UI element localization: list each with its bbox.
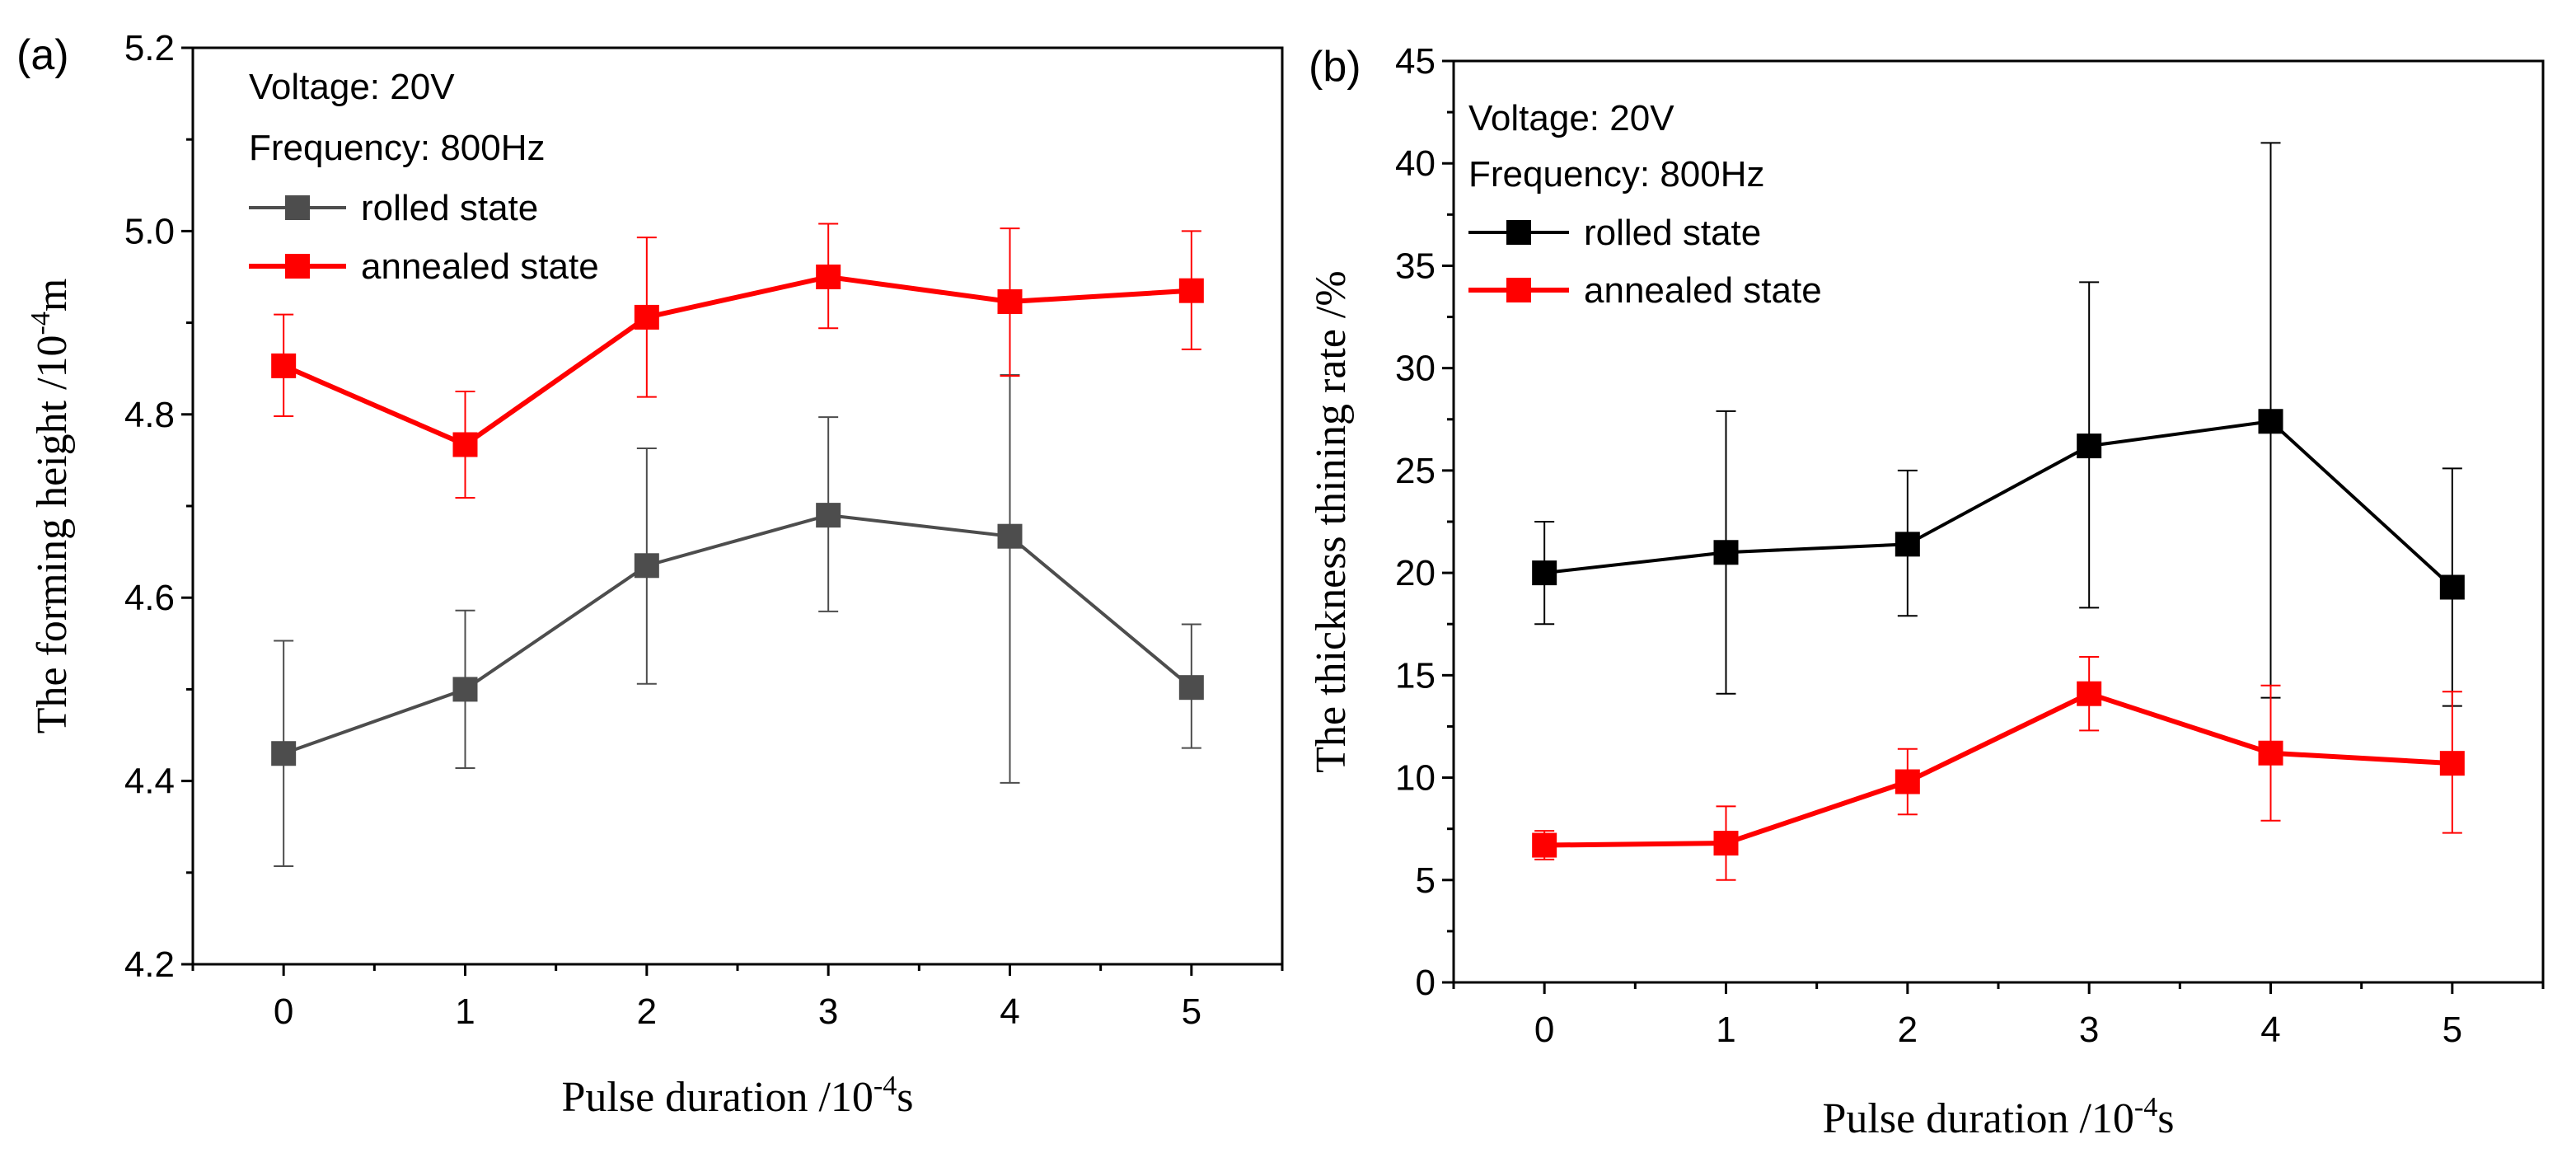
y-tick-label-b: 0 [1416,963,1436,1003]
data-point-annealed-state-a [1178,278,1204,303]
y-tick-label-a: 4.8 [124,395,175,435]
x-tick-label-a: 2 [637,991,657,1032]
data-point-rolled-state-a [634,553,659,579]
data-point-rolled-state-b [1713,540,1739,565]
plot-frame-a [191,46,1284,966]
data-point-annealed-state-b [1713,831,1739,856]
legend-label-rolled-b: rolled state [1584,213,1761,253]
annotation-voltage-a: Voltage: 20V [249,67,455,107]
x-tick-label-b: 4 [2260,1010,2280,1050]
data-point-annealed-state-a [997,289,1023,315]
legend-label-annealed-a: annealed state [361,246,599,287]
y-tick-label-a: 4.2 [124,944,175,985]
y-tick-label-b: 30 [1395,349,1436,389]
y-axis-a: 4.2 4.4 4.6 4.8 5.0 5.2 [124,28,193,985]
plot-data-b [1532,142,2465,881]
data-point-annealed-state-b [2258,740,2283,766]
y-tick-label-a: 4.4 [124,762,175,802]
legend-a: rolled state annealed state [249,188,599,287]
annotation-voltage-b: Voltage: 20V [1468,98,1674,138]
data-point-annealed-state-b [2077,681,2102,706]
y-tick-label-b: 35 [1395,246,1436,286]
panel-label-a: (a) [16,31,69,79]
y-tick-label-b: 15 [1395,655,1436,696]
series-line-rolled-state-b [1543,419,2454,588]
y-tick-label-b: 45 [1395,41,1436,82]
data-point-annealed-state-a [452,432,478,457]
legend-b: rolled state annealed state [1468,213,1822,311]
x-tick-label-a: 4 [1000,991,1019,1032]
legend-label-annealed-b: annealed state [1584,270,1822,311]
panel-a: (a) 4.2 4.4 4.6 4.8 5.0 5.2 0 1 2 3 4 5 The formin… [16,28,1284,1121]
y-axis-label-b: The thickness thining rate /% [1308,270,1355,772]
x-axis-label-b: Pulse duration /10-4s [1823,1092,2175,1142]
plot-data-a [271,223,1204,868]
data-point-annealed-state-a [271,353,297,378]
y-tick-label-b: 10 [1395,758,1436,799]
x-tick-label-a: 1 [455,991,475,1032]
annotation-frequency-b: Frequency: 800Hz [1468,154,1765,194]
data-point-rolled-state-a [816,503,841,528]
x-tick-label-a: 5 [1182,991,1201,1032]
y-tick-label-b: 5 [1416,860,1436,901]
data-point-rolled-state-b [2258,409,2283,434]
x-tick-label-b: 3 [2079,1010,2099,1050]
x-axis-label-a: Pulse duration /10-4s [562,1071,914,1121]
x-tick-label-b: 1 [1716,1010,1735,1050]
data-point-rolled-state-a [997,523,1023,549]
legend-marker-annealed-b [1506,278,1531,302]
x-axis-a: 0 1 2 3 4 5 [191,964,1284,1032]
series-line-annealed-state-a [282,274,1192,448]
series-line-annealed-state-b [1544,691,2453,848]
data-point-annealed-state-b [1895,769,1920,794]
data-point-rolled-state-a [271,741,297,766]
data-point-rolled-state-b [2439,574,2465,600]
data-point-rolled-state-b [1532,560,1557,586]
x-tick-label-a: 0 [274,991,293,1032]
legend-marker-rolled-a [285,195,310,220]
legend-label-rolled-a: rolled state [361,188,538,228]
series-line-rolled-state-a [283,513,1193,756]
annotation-frequency-a: Frequency: 800Hz [249,128,546,168]
data-point-annealed-state-a [816,265,841,289]
y-tick-label-b: 40 [1395,143,1436,184]
x-tick-label-a: 3 [818,991,838,1032]
panel-label-b: (b) [1309,43,1361,91]
data-point-annealed-state-b [2439,751,2465,776]
x-tick-label-b: 5 [2443,1010,2462,1050]
x-tick-label-b: 0 [1534,1010,1554,1050]
data-point-rolled-state-b [2077,434,2102,459]
error-bar-rolled-state-a [1000,373,1020,784]
y-axis-b: 0 5 10 15 20 25 30 35 40 45 [1395,41,1454,1003]
y-tick-label-a: 5.0 [124,211,175,251]
y-tick-label-a: 5.2 [124,28,175,68]
data-point-annealed-state-b [1532,832,1557,858]
y-tick-label-b: 20 [1395,553,1436,593]
data-point-annealed-state-a [634,304,659,330]
data-point-rolled-state-b [1895,532,1920,557]
y-axis-label-a: The forming height /10-4m [26,279,76,734]
data-point-rolled-state-a [1178,675,1204,701]
y-tick-label-b: 25 [1395,451,1436,491]
data-point-rolled-state-a [452,677,478,702]
legend-marker-annealed-a [285,254,310,279]
x-tick-label-b: 2 [1898,1010,1918,1050]
x-axis-b: 0 1 2 3 4 5 [1452,982,2545,1050]
y-tick-label-a: 4.6 [124,578,175,618]
legend-marker-rolled-b [1506,220,1531,245]
